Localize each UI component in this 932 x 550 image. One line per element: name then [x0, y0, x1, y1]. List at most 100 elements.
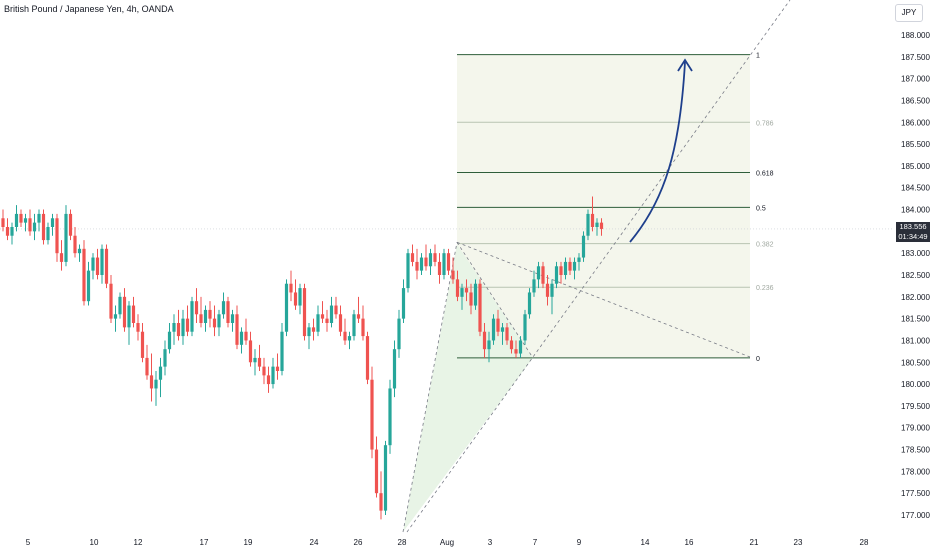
candle-body: [338, 314, 343, 332]
time-tick-label: Aug: [440, 538, 454, 547]
fib-level-label: 0.5: [756, 205, 766, 212]
candle-body: [149, 375, 154, 389]
time-tick-label: 9: [577, 538, 582, 547]
candle-body: [1, 218, 5, 227]
candle-body: [199, 314, 203, 323]
falling-trendline: [456, 241, 751, 358]
candle-body: [532, 279, 536, 293]
last-price-badge: 183.556 01:34:49: [896, 222, 930, 242]
candle-body: [230, 314, 235, 323]
candle-body: [298, 288, 302, 306]
candle-body: [86, 270, 91, 302]
candle-body: [253, 357, 257, 363]
candle-body: [374, 449, 379, 494]
candle-body: [590, 213, 595, 227]
currency-button[interactable]: JPY: [895, 4, 923, 22]
time-tick-label: 28: [860, 538, 869, 547]
candle-body: [433, 253, 437, 262]
candle-body: [469, 292, 473, 306]
candle-body: [536, 266, 541, 280]
rising-trendline: [406, 0, 791, 533]
price-axis: 188.000 187.500 187.000 186.500 186.000 185.5…: [901, 31, 930, 520]
candle-body: [599, 222, 604, 229]
candle-body: [361, 318, 365, 337]
price-tick-label: 188.000: [901, 31, 930, 40]
candle-body: [32, 222, 37, 232]
candle-body: [95, 257, 100, 275]
candle-body: [518, 340, 523, 354]
candle-body: [28, 218, 32, 232]
candle-body: [500, 327, 505, 332]
candle-body: [131, 305, 136, 323]
time-axis: 5 10 12 17 19 24 26 28 Aug 3 7 9 14 16 21 23 28: [26, 538, 869, 547]
candle-body: [127, 305, 131, 328]
candle-body: [302, 288, 307, 337]
price-tick-label: 177.000: [901, 511, 930, 520]
candle-body: [239, 331, 244, 345]
candle-body: [410, 253, 415, 262]
candle-body: [185, 318, 190, 332]
candle-body: [212, 318, 217, 328]
candle-body: [23, 218, 28, 223]
candle-body: [118, 296, 122, 315]
price-tick-label: 184.500: [901, 184, 930, 193]
candle-body: [145, 357, 149, 376]
candle-body: [55, 218, 59, 254]
pitch-left-line: [402, 242, 458, 533]
candle-body: [572, 261, 577, 271]
price-tick-label: 181.000: [901, 336, 930, 345]
time-tick-label: 26: [354, 538, 363, 547]
time-tick-label: 10: [90, 538, 99, 547]
candle-body: [10, 227, 14, 236]
candle-body: [217, 314, 221, 328]
candle-body: [275, 366, 280, 371]
candle-body: [64, 213, 68, 262]
candle-body: [464, 288, 469, 293]
candle-body: [316, 314, 320, 332]
candle-body: [172, 323, 176, 332]
candle-body: [37, 213, 41, 223]
price-tick-label: 179.000: [901, 424, 930, 433]
candle-body: [550, 283, 554, 297]
candle-body: [91, 257, 95, 271]
candle-body: [545, 283, 550, 297]
candle-body: [334, 305, 338, 315]
candle-body: [347, 336, 352, 341]
candle-body: [46, 227, 50, 241]
candle-body: [595, 222, 599, 227]
candle-body: [460, 288, 464, 297]
fib-box: [457, 54, 750, 358]
fib-level-label: 0.786: [756, 120, 774, 127]
candle-body: [113, 314, 118, 319]
candle-body: [280, 331, 284, 371]
candle-body: [514, 349, 518, 354]
time-tick-label: 24: [310, 538, 319, 547]
candle-body: [19, 213, 23, 223]
bar-countdown: 01:34:49: [898, 232, 928, 241]
candle-body: [77, 248, 82, 254]
candle-body: [271, 366, 275, 385]
candle-body: [50, 218, 55, 227]
candle-body: [203, 309, 208, 323]
candle-body: [244, 331, 248, 341]
time-tick-label: 12: [134, 538, 143, 547]
price-tick-label: 185.000: [901, 162, 930, 171]
price-tick-label: 177.500: [901, 489, 930, 498]
fib-level-label: 0: [756, 356, 760, 363]
fib-level-label: 0.236: [756, 285, 774, 292]
price-tick-label: 186.000: [901, 118, 930, 127]
price-tick-label: 183.000: [901, 249, 930, 258]
candle-body: [104, 248, 109, 284]
time-tick-label: 19: [244, 538, 253, 547]
candle-body: [109, 283, 113, 319]
time-tick-label: 28: [398, 538, 407, 547]
fib-level-label: 1: [756, 53, 760, 60]
candle-body: [262, 366, 266, 376]
candle-body: [505, 327, 509, 341]
drawing-lines: 1 0.786 0.618 0.5 0.382 0.236 0: [0, 0, 893, 533]
drawing-fills: [403, 54, 750, 533]
candle-body: [158, 366, 163, 380]
candle-body: [208, 309, 212, 319]
candle-body: [442, 253, 446, 275]
